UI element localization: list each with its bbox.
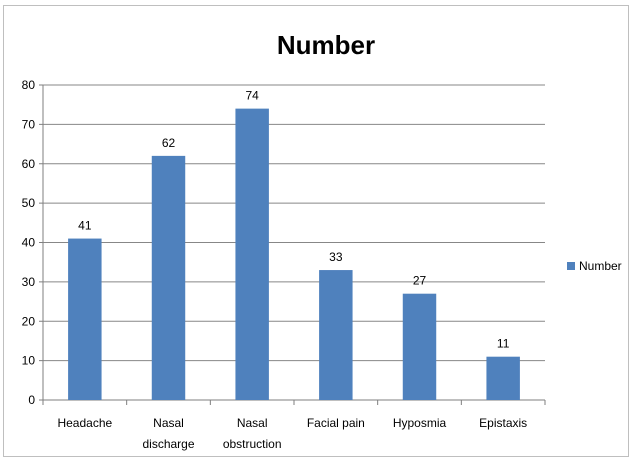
y-tick-label: 70 bbox=[22, 117, 36, 131]
legend: Number bbox=[567, 259, 622, 273]
y-axis-ticks: 0 10 20 30 40 50 60 70 80 bbox=[22, 78, 44, 407]
bar bbox=[235, 108, 269, 400]
x-tick-label-line: discharge bbox=[142, 437, 194, 451]
x-tick-label: Epistaxis bbox=[479, 416, 527, 430]
x-axis-ticks: Headache Nasal discharge Nasal obstruction Fa… bbox=[42, 400, 546, 451]
x-tick-label: Nasal discharge bbox=[142, 416, 194, 451]
chart-frame bbox=[3, 5, 629, 457]
legend-label: Number bbox=[579, 259, 622, 273]
x-tick-label-line: obstruction bbox=[223, 437, 282, 451]
y-tick-label: 50 bbox=[22, 196, 36, 210]
y-tick-label: 80 bbox=[22, 78, 36, 92]
data-label: 62 bbox=[162, 136, 176, 150]
data-label: 33 bbox=[329, 250, 343, 264]
bar bbox=[68, 238, 102, 400]
bar bbox=[151, 155, 186, 400]
data-label: 74 bbox=[245, 89, 259, 103]
x-tick-label: Headache bbox=[57, 416, 112, 430]
gridlines bbox=[43, 84, 545, 401]
y-tick-label: 60 bbox=[22, 157, 36, 171]
bar bbox=[319, 270, 353, 400]
bar bbox=[486, 356, 520, 400]
x-tick-label: Hyposmia bbox=[393, 416, 447, 430]
chart-title: Number bbox=[277, 30, 375, 60]
x-tick-label-line: Facial pain bbox=[307, 416, 365, 430]
legend-swatch bbox=[567, 262, 575, 270]
x-tick-label-line: Nasal bbox=[237, 416, 268, 430]
x-tick-label-line: Hyposmia bbox=[393, 416, 447, 430]
bars bbox=[68, 108, 520, 400]
y-tick-label: 10 bbox=[22, 354, 36, 368]
x-tick-label-line: Nasal bbox=[153, 416, 184, 430]
data-labels: 41 62 74 33 27 11 bbox=[78, 89, 510, 351]
y-tick-label: 0 bbox=[28, 393, 35, 407]
bar bbox=[402, 293, 437, 400]
x-tick-label: Facial pain bbox=[307, 416, 365, 430]
x-tick-label-line: Headache bbox=[57, 416, 112, 430]
x-tick-label-line: Epistaxis bbox=[479, 416, 527, 430]
data-label: 11 bbox=[497, 337, 510, 351]
data-label: 41 bbox=[78, 219, 92, 233]
y-tick-label: 20 bbox=[22, 314, 36, 328]
x-tick-label: Nasal obstruction bbox=[223, 416, 282, 451]
data-label: 27 bbox=[413, 274, 427, 288]
y-tick-label: 40 bbox=[22, 236, 36, 250]
y-tick-label: 30 bbox=[22, 275, 36, 289]
